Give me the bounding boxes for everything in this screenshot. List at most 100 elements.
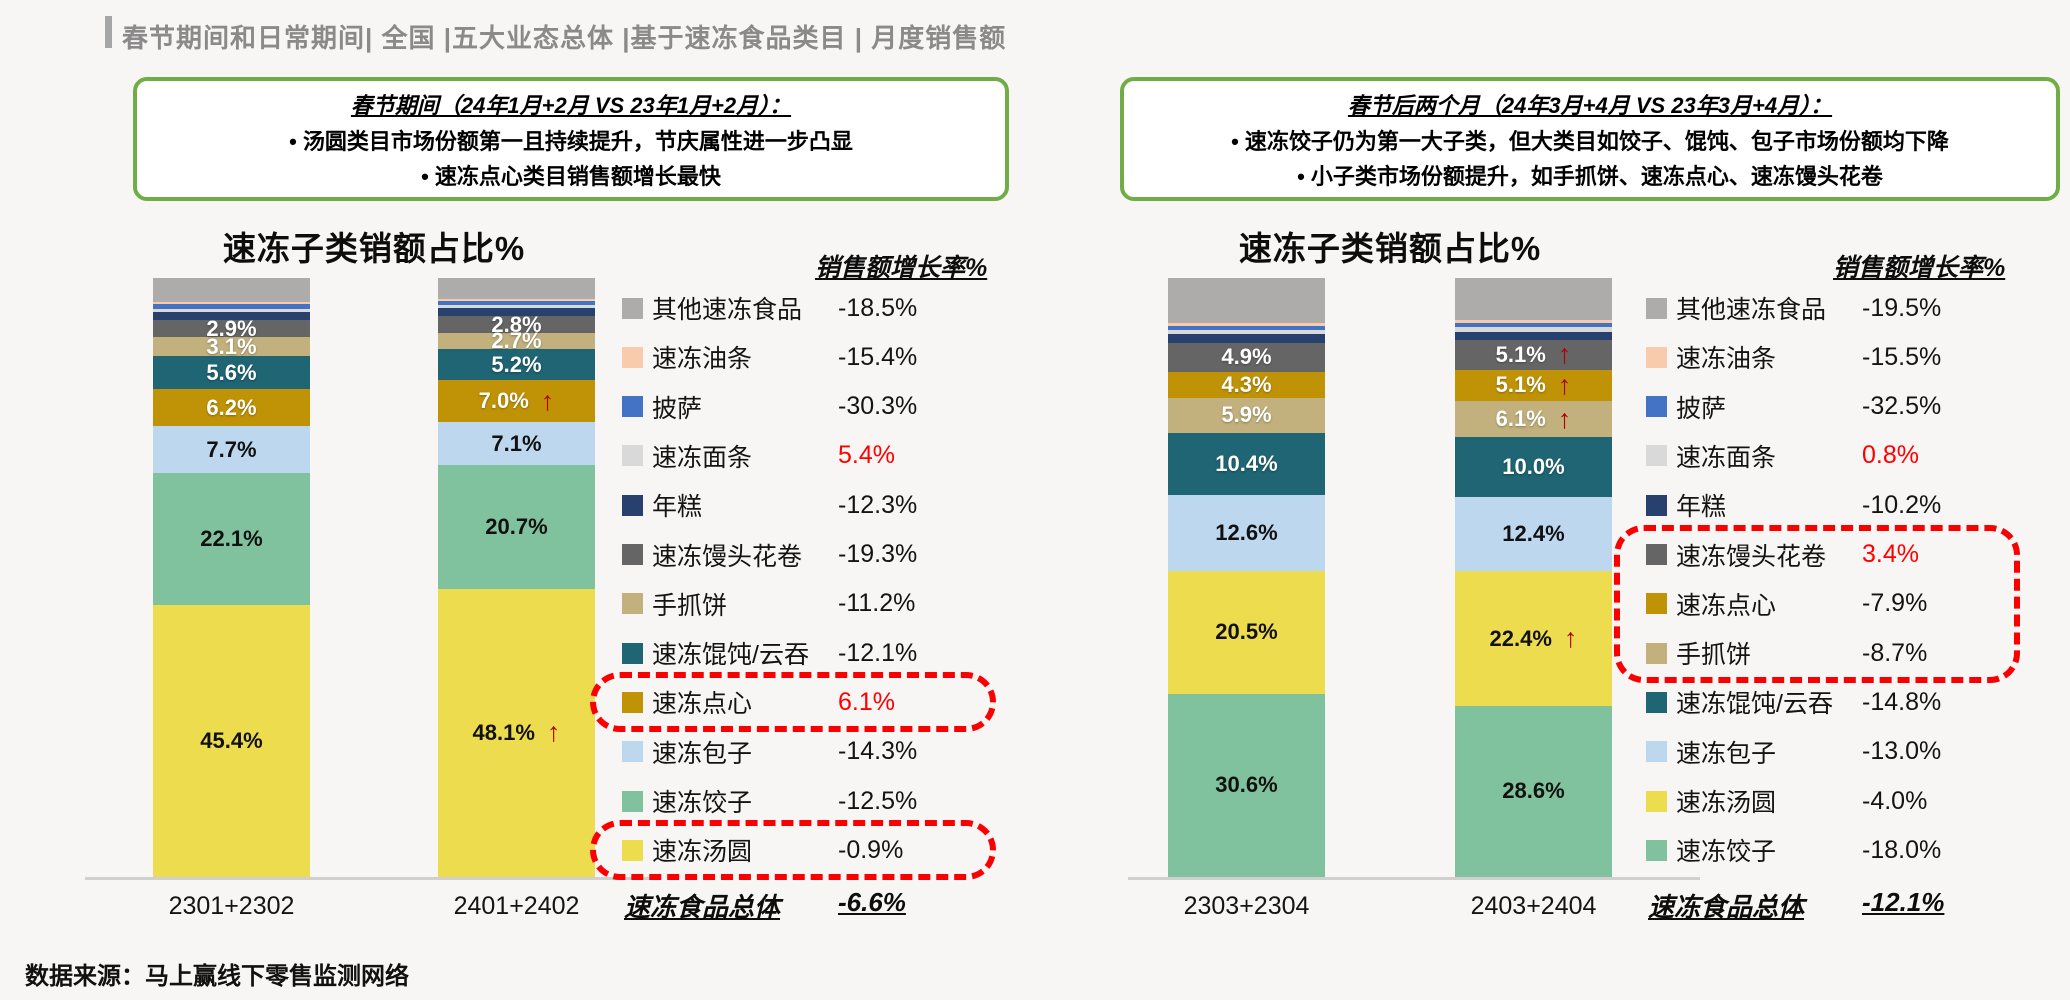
- bar-segment-披萨: [1168, 325, 1325, 331]
- stacked-bar-2303-2304: 4.9% 4.3% 5.9% 10.4% 12.6% 20.5% 30.6%: [1168, 278, 1325, 877]
- growth-rate-value: 5.4%: [838, 441, 895, 470]
- growth-rate-value: -12.5%: [838, 786, 918, 815]
- growth-rate-value: -30.3%: [838, 392, 918, 421]
- bar-segment-速冻汤圆: 48.1% ↑: [438, 588, 595, 877]
- up-arrow-icon: ↑: [1563, 623, 1578, 654]
- legend-label: 披萨: [652, 394, 703, 423]
- legend-row-披萨: 披萨 -30.3%: [598, 385, 995, 429]
- header-accent-bar: [105, 16, 112, 48]
- legend-swatch: [1646, 445, 1667, 467]
- bar-segment-value: 5.6%: [206, 359, 257, 385]
- bar-segment-年糕: [1168, 333, 1325, 343]
- bar-segment-速冻点心: 6.2%: [153, 389, 310, 427]
- bar-segment-速冻油条: [1168, 322, 1325, 326]
- legend-label: 速冻饺子: [1676, 838, 1777, 867]
- bar-segment-其他速冻食品: [153, 278, 310, 302]
- legend-row-速冻面条: 速冻面条 0.8%: [1622, 434, 2019, 478]
- bar-segment-value: 6.1%: [1495, 406, 1546, 432]
- legend-row-速冻饺子: 速冻饺子 -12.5%: [598, 779, 995, 823]
- legend-row-手抓饼: 手抓饼 -11.2%: [598, 582, 995, 626]
- legend-swatch: [622, 544, 643, 565]
- legend-swatch: [1646, 642, 1667, 664]
- legend-label: 速冻汤圆: [1676, 789, 1777, 817]
- legend-swatch: [622, 297, 643, 319]
- growth-rate-value: -14.3%: [838, 737, 918, 766]
- bar-segment-速冻馒头花卷: 4.9%: [1168, 342, 1325, 373]
- x-axis-label: 2401+2402: [453, 892, 580, 920]
- bar-segment-速冻面条: [153, 308, 310, 312]
- bar-segment-披萨: [438, 300, 595, 305]
- bar-segment-value: 6.2%: [206, 394, 257, 420]
- legend-row-速冻馄饨/云吞: 速冻馄饨/云吞 -14.8%: [1622, 680, 2019, 724]
- legend-swatch: [622, 790, 643, 812]
- growth-rate-value: -12.3%: [838, 490, 918, 519]
- up-arrow-icon: ↑: [540, 385, 555, 416]
- bar-segment-速冻馄饨/云吞: 10.4%: [1168, 433, 1325, 496]
- legend-row-速冻馒头花卷: 速冻馒头花卷 3.4%: [1622, 533, 2019, 577]
- bar-segment-value: 22.4%: [1489, 625, 1552, 651]
- bar-segment-value: 2.8%: [491, 311, 542, 337]
- bar-segment-value: 5.9%: [1221, 402, 1272, 428]
- bar-segment-年糕: [438, 307, 595, 317]
- growth-rate-value: -0.9%: [838, 835, 904, 864]
- bar-segment-手抓饼: 3.1%: [153, 335, 310, 357]
- x-axis-line: [1128, 877, 1700, 880]
- data-source-note: 数据来源：马上赢线下零售监测网络: [25, 963, 409, 990]
- legend-swatch: [622, 494, 643, 516]
- bar-segment-value: 5.1%: [1495, 341, 1546, 367]
- legend-row-速冻包子: 速冻包子 -14.3%: [598, 730, 995, 774]
- bar-segment-速冻油条: [1455, 319, 1612, 323]
- insight-box-title: 春节期间（24年1月+2月 VS 23年1月+2月）：: [350, 93, 792, 118]
- legend-label: 速冻汤圆: [652, 838, 753, 867]
- legend-label: 年糕: [1676, 493, 1727, 522]
- bar-segment-披萨: [153, 303, 310, 309]
- stacked-bar-2301-2302: 2.9% 3.1% 5.6% 6.2% 7.7% 22.1% 45.4%: [153, 278, 310, 877]
- bar-segment-速冻饺子: 30.6%: [1168, 693, 1325, 877]
- insight-bullet: 汤圆类目市场份额第一且持续提升，节庆属性进一步凸显: [137, 124, 1005, 159]
- growth-rate-value: -15.4%: [838, 342, 918, 371]
- legend-label: 速冻馄饨/云吞: [1676, 690, 1833, 719]
- legend-label: 速冻饺子: [652, 789, 753, 817]
- total-row: 速冻食品总体 -12.1%: [1622, 887, 2019, 927]
- legend-row-速冻油条: 速冻油条 -15.5%: [1622, 335, 2019, 379]
- growth-rate-value: -15.5%: [1862, 342, 1942, 371]
- growth-rate-value: -10.2%: [1862, 490, 1942, 519]
- legend-swatch: [1646, 691, 1667, 713]
- bar-segment-value: 7.7%: [206, 436, 257, 462]
- bar-segment-速冻面条: [438, 304, 595, 308]
- legend-swatch: [1646, 494, 1667, 516]
- left-growth-rate-header: 销售额增长率%: [815, 254, 988, 282]
- growth-rate-value: -11.2%: [838, 589, 916, 618]
- bar-segment-速冻点心: 5.1% ↑: [1455, 370, 1612, 401]
- bar-segment-速冻馄饨/云吞: 10.0%: [1455, 437, 1612, 498]
- x-axis-label: 2303+2304: [1183, 892, 1310, 920]
- bar-segment-速冻饺子: 28.6%: [1455, 705, 1612, 877]
- legend-swatch: [622, 346, 643, 368]
- stacked-bar-2403-2404: 5.1% ↑ 5.1% ↑ 6.1% ↑ 10.0% 12.4% 22.4% ↑ 28.6%: [1455, 278, 1612, 877]
- legend-swatch: [622, 691, 643, 713]
- bar-segment-速冻馒头花卷: 2.8%: [438, 311, 595, 337]
- bar-segment-value: 2.7%: [491, 328, 542, 354]
- bar-segment-披萨: [1455, 322, 1612, 328]
- legend-label: 速冻油条: [652, 345, 753, 374]
- growth-rate-value: -13.0%: [1862, 737, 1942, 766]
- bar-segment-value: 12.6%: [1215, 520, 1278, 546]
- bar-segment-速冻包子: 12.4%: [1455, 497, 1612, 572]
- legend-swatch: [622, 839, 643, 861]
- bar-segment-速冻面条: [1168, 330, 1325, 334]
- legend-label: 其他速冻食品: [652, 296, 803, 324]
- legend-row-速冻汤圆: 速冻汤圆 -4.0%: [1622, 779, 2019, 823]
- legend-label: 速冻馒头花卷: [1676, 542, 1827, 571]
- bar-segment-速冻馒头花卷: 2.9%: [153, 315, 310, 341]
- legend-row-速冻包子: 速冻包子 -13.0%: [1622, 730, 2019, 774]
- bar-segment-年糕: [1455, 331, 1612, 340]
- bar-segment-value: 45.4%: [200, 727, 263, 753]
- insight-bullet: 速冻点心类目销售额增长最快: [137, 159, 1005, 194]
- legend-row-速冻面条: 速冻面条 5.4%: [598, 434, 995, 478]
- legend-swatch: [1646, 297, 1667, 319]
- bar-segment-速冻馄饨/云吞: 5.2%: [438, 349, 595, 381]
- bar-segment-value: 2.9%: [206, 315, 257, 341]
- up-arrow-icon: ↑: [1557, 369, 1572, 400]
- x-axis-label: 2301+2302: [168, 892, 295, 920]
